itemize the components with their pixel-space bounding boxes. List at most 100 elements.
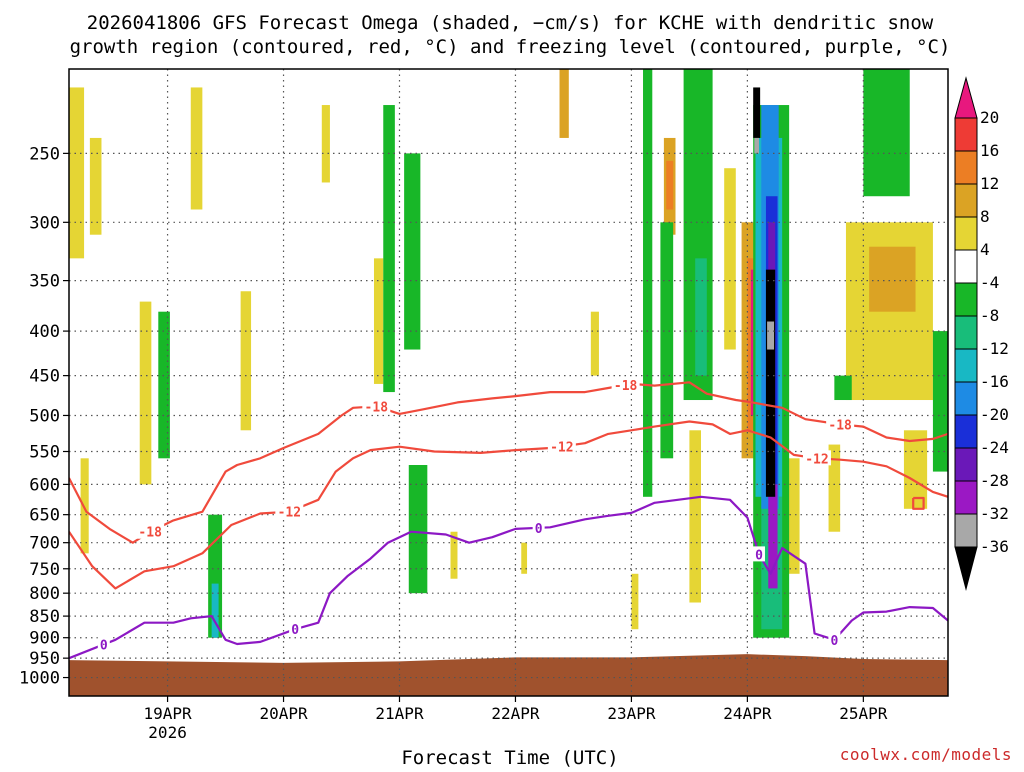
freezing-level-line [69, 495, 948, 660]
freezing-level-label-bg-3 [752, 546, 765, 562]
ground-surface [69, 654, 948, 696]
chart-title-line-1: 2026041806 GFS Forecast Omega (shaded, −… [87, 12, 934, 34]
x-tick-sublabel-19apr: 2026 [148, 723, 187, 742]
credit-text[interactable]: coolwx.com/models [840, 745, 1012, 764]
omega-region-7 [373, 258, 384, 384]
omega-region-30 [643, 69, 653, 497]
omega-region-11 [631, 573, 639, 630]
dgz-minus18-label-bg-2 [611, 376, 640, 392]
colorbar-label-m4: -4 [980, 273, 999, 292]
dgz-minus18-label-1: -18 [365, 400, 389, 415]
x-tick-label-20apr: 20APR [259, 704, 308, 723]
chart-title: 2026041806 GFS Forecast Omega (shaded, −… [70, 12, 951, 58]
freezing-level-label-bg-1 [289, 621, 302, 637]
colorbar-bin-8 [954, 348, 978, 383]
omega-region-17 [903, 430, 928, 509]
y-tick-label-350: 350 [29, 272, 60, 292]
y-tick-label-1000: 1000 [19, 669, 60, 689]
colorbar-bin-9 [954, 381, 978, 416]
colorbar-label-m32: -32 [980, 504, 1009, 523]
x-tick-label-24apr: 24APR [723, 704, 772, 723]
colorbar-label-20: 20 [980, 108, 999, 127]
colorbar-bottom-triangle [954, 546, 978, 591]
colorbar-bin-7 [954, 315, 978, 350]
y-tick-label-800: 800 [29, 584, 60, 604]
colorbar-label-m36: -36 [980, 537, 1009, 556]
colorbar-bin-12 [954, 480, 978, 515]
omega-region-22 [666, 160, 674, 210]
y-tick-label-600: 600 [29, 475, 60, 495]
freezing-level-label-bg-0 [97, 636, 110, 652]
omega-region-1 [89, 137, 102, 235]
omega-region-5 [240, 291, 252, 431]
omega-region-27 [383, 105, 395, 393]
omega-region-48 [754, 137, 759, 154]
colorbar-label-8: 8 [980, 207, 990, 226]
omega-region-44 [768, 484, 778, 589]
omega-region-10 [590, 311, 599, 376]
y-tick-label-750: 750 [29, 560, 60, 580]
omega-region-2 [80, 458, 89, 554]
omega-region-13 [724, 168, 736, 350]
colorbar-top-triangle [954, 76, 978, 119]
ground-layer [69, 654, 948, 696]
omega-region-47 [753, 87, 761, 138]
y-tick-label-900: 900 [29, 629, 60, 649]
dgz-minus12-label-bg-1 [547, 438, 576, 454]
y-tick-label-650: 650 [29, 506, 60, 526]
colorbar-bin-3 [954, 183, 978, 218]
dgz-minus18-line [69, 381, 948, 544]
omega-region-46 [767, 321, 775, 350]
omega-region-36 [834, 375, 852, 401]
dgz-minus12-label-bg-0 [275, 503, 304, 519]
y-tick-label-550: 550 [29, 443, 60, 463]
colorbar-label-16: 16 [980, 141, 999, 160]
x-axis-label: Forecast Time (UTC) [401, 747, 618, 768]
omega-region-45 [765, 269, 776, 497]
colorbar-bin-2 [954, 150, 978, 185]
y-tick-label-500: 500 [29, 406, 60, 426]
x-tick-label-23apr: 23APR [607, 704, 656, 723]
colorbar-label-m20: -20 [980, 405, 1009, 424]
omega-region-0 [69, 87, 85, 259]
dgz-minus18-label-bg-3 [826, 416, 855, 432]
y-tick-label-250: 250 [29, 144, 60, 164]
omega-region-12 [689, 430, 701, 603]
freezing-level-label-1: 0 [291, 623, 299, 638]
dgz-minus18-label-3: -18 [828, 418, 852, 433]
colorbar-bin-1 [954, 117, 978, 152]
chart-title-line-2: growth region (contoured, red, °C) and f… [70, 36, 951, 58]
colorbar-label-4: 4 [980, 240, 990, 259]
grid-layer [69, 69, 948, 696]
dgz-minus18-label-bg-1 [362, 398, 391, 414]
colorbar-label-m12: -12 [980, 339, 1009, 358]
colorbar-bin-10 [954, 414, 978, 449]
omega-region-40 [211, 583, 219, 638]
omega-region-35 [932, 331, 948, 472]
dgz-minus18-label-2: -18 [614, 379, 638, 394]
omega-region-14 [787, 458, 800, 574]
colorbar-bin-13 [954, 513, 978, 548]
y-axis: 2503003504004505005506006507007508008509… [19, 144, 69, 689]
omega-region-9 [521, 542, 528, 574]
freezing-level-label-0: 0 [100, 638, 108, 653]
dgz-minus12-label-2: -12 [805, 452, 828, 467]
colorbar-bin-11 [954, 447, 978, 482]
freezing-level-label-bg-4 [828, 631, 841, 647]
dgz-minus12-label-bg-2 [802, 450, 831, 466]
omega-shading-layer [69, 69, 948, 638]
colorbar-label-12: 12 [980, 174, 999, 193]
x-tick-label-19apr: 19APR [143, 704, 192, 723]
omega-region-4 [190, 87, 203, 210]
colorbar-label-m8: -8 [980, 306, 999, 325]
dgz-minus12-label-0: -12 [278, 506, 301, 521]
contour-layer: -12 -12 -12 -18 -18 -18 -18 0 0 0 0 0 [69, 376, 948, 660]
colorbar: 20 16 12 8 4 -4 -8 -12 -16 -20 -24 -28 -32 -36 [954, 76, 1009, 591]
y-tick-label-300: 300 [29, 213, 60, 233]
omega-region-29 [408, 465, 428, 594]
y-tick-label-400: 400 [29, 322, 60, 342]
y-tick-label-850: 850 [29, 607, 60, 627]
